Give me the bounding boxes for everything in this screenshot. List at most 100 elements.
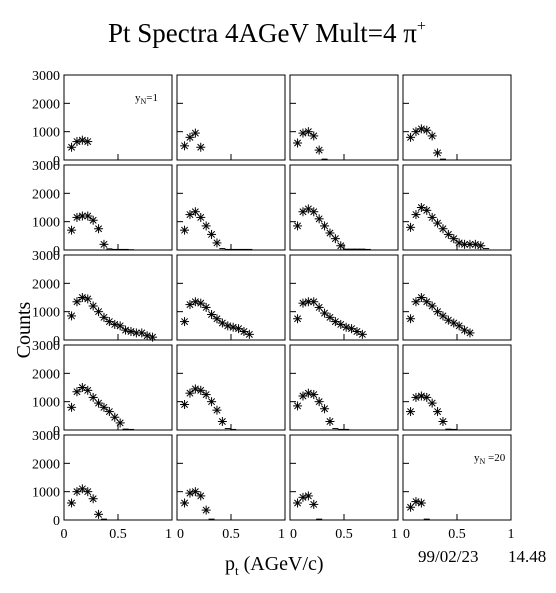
data-point bbox=[185, 488, 195, 498]
panel-10 bbox=[176, 254, 286, 341]
data-point bbox=[293, 498, 303, 508]
data-point bbox=[314, 302, 324, 312]
data-point bbox=[67, 498, 77, 508]
data-point bbox=[207, 229, 217, 239]
x-axis-label: pt (AGeV/c) bbox=[225, 553, 324, 578]
annotation-sub: N bbox=[480, 457, 486, 466]
panel-frame bbox=[63, 164, 173, 251]
panel-frame bbox=[402, 344, 512, 431]
data-point bbox=[148, 332, 158, 342]
y-tick-label: 0 bbox=[53, 424, 60, 439]
data-point bbox=[298, 298, 308, 308]
data-point bbox=[88, 392, 98, 402]
panel-frame bbox=[63, 434, 173, 521]
x-axis-label-main: p bbox=[225, 553, 235, 575]
data-point bbox=[336, 241, 346, 251]
data-point bbox=[83, 137, 93, 147]
data-point bbox=[126, 327, 136, 336]
x-tick-label: 0 bbox=[290, 527, 297, 542]
x-tick-label: 0 bbox=[403, 527, 410, 542]
x-tick-label: 1 bbox=[278, 527, 285, 542]
panel-12 bbox=[402, 254, 512, 341]
data-point bbox=[180, 225, 190, 235]
data-point bbox=[422, 297, 432, 307]
data-point bbox=[416, 293, 426, 302]
y-tick-label: 3000 bbox=[32, 429, 60, 444]
data-point bbox=[422, 205, 432, 215]
data-point bbox=[201, 302, 211, 312]
data-point bbox=[449, 234, 459, 244]
data-point bbox=[104, 407, 114, 417]
data-point bbox=[77, 135, 87, 145]
data-point bbox=[72, 212, 82, 222]
data-point bbox=[201, 390, 211, 400]
panel-frame bbox=[402, 434, 512, 521]
panel-frame bbox=[176, 164, 286, 251]
data-point bbox=[72, 387, 82, 397]
data-point bbox=[115, 418, 125, 428]
x-tick-label: 1 bbox=[165, 527, 172, 542]
data-point bbox=[88, 301, 98, 311]
x-tick-label: 0.5 bbox=[448, 527, 466, 542]
data-point bbox=[416, 124, 426, 134]
data-point bbox=[67, 225, 77, 235]
data-point bbox=[67, 402, 77, 412]
panel-13: 0 1000 2000 3000 bbox=[32, 339, 173, 439]
data-point bbox=[416, 391, 426, 401]
data-point bbox=[67, 311, 77, 321]
data-point bbox=[115, 321, 125, 331]
data-point bbox=[83, 211, 93, 221]
data-point bbox=[357, 329, 367, 339]
annotation-rest: =1 bbox=[146, 92, 158, 104]
x-tick-label: 0 bbox=[61, 527, 68, 542]
data-point bbox=[433, 307, 443, 317]
data-point bbox=[244, 329, 254, 339]
data-point bbox=[330, 234, 340, 244]
data-point bbox=[411, 210, 421, 220]
data-point bbox=[320, 221, 330, 231]
data-point bbox=[320, 308, 330, 318]
y-tick-label: 1000 bbox=[32, 306, 60, 321]
x-tick-label: 0.5 bbox=[109, 527, 127, 542]
data-point bbox=[94, 509, 104, 519]
panel-20: 0 0.5 1 bbox=[402, 434, 515, 542]
figure-title: Pt Spectra 4AGeV Mult=4 π+ bbox=[108, 18, 426, 48]
data-point bbox=[83, 487, 93, 497]
data-point bbox=[212, 238, 222, 248]
data-point bbox=[411, 497, 421, 507]
data-point bbox=[454, 238, 464, 248]
panel-1: 0 1000 2000 3000 bbox=[32, 69, 173, 169]
panel-frame bbox=[289, 344, 399, 431]
data-point bbox=[201, 505, 211, 515]
panel-annotation: yN =20 bbox=[474, 452, 506, 466]
data-point bbox=[314, 214, 324, 224]
y-tick-label: 1000 bbox=[32, 216, 60, 231]
data-point bbox=[94, 307, 104, 317]
data-point bbox=[201, 221, 211, 231]
y-tick-label: 2000 bbox=[32, 457, 60, 472]
data-point bbox=[180, 498, 190, 508]
data-point bbox=[325, 228, 335, 238]
data-point bbox=[77, 484, 87, 494]
data-point bbox=[298, 492, 308, 502]
data-point bbox=[406, 502, 416, 512]
annotation-rest: =20 bbox=[485, 452, 505, 464]
data-point bbox=[433, 407, 443, 417]
y-tick-label: 2000 bbox=[32, 367, 60, 382]
data-point bbox=[454, 321, 464, 331]
timestamp-date: 99/02/23 bbox=[418, 547, 478, 566]
panel-frame bbox=[176, 434, 286, 521]
y-tick-label: 1000 bbox=[32, 126, 60, 141]
data-point bbox=[94, 224, 104, 234]
data-point bbox=[309, 297, 319, 307]
panel-9: 0 1000 2000 3000 bbox=[32, 249, 173, 349]
panel-frame bbox=[289, 164, 399, 251]
data-point bbox=[303, 388, 313, 398]
panel-3 bbox=[289, 74, 399, 161]
data-point bbox=[99, 239, 109, 249]
data-point bbox=[293, 138, 303, 148]
y-tick-label: 3000 bbox=[32, 69, 60, 84]
y-tick-label: 2000 bbox=[32, 187, 60, 202]
data-point bbox=[110, 319, 120, 329]
